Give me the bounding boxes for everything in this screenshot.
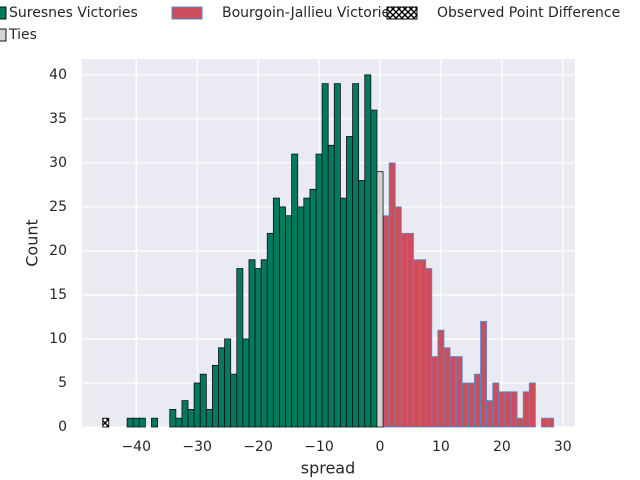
bar [102,417,110,428]
x-tick-label: 0 [376,439,385,455]
y-axis-label: Count [23,219,42,267]
bar [364,74,372,428]
x-tick-label: −30 [182,439,212,455]
bar [352,83,360,428]
bar [474,373,481,428]
x-axis-label: spread [301,459,356,478]
bar [455,356,463,428]
x-tick-label: 30 [554,439,572,455]
bar [242,338,250,428]
bar [132,417,140,428]
bar [358,180,366,428]
bar [443,347,451,428]
bar [291,153,299,428]
bar [218,347,225,428]
y-tick-label: 25 [49,199,67,215]
bar [522,391,530,428]
bar [376,171,384,428]
bar [212,364,219,428]
x-tick-label: 10 [432,439,450,455]
bar [407,232,414,428]
y-tick-label: 20 [49,243,67,259]
x-tick-label: −10 [304,439,334,455]
bar [236,268,244,428]
bar [181,400,189,428]
legend-swatch [0,6,7,20]
bar [199,373,207,428]
bar [437,329,445,428]
y-tick-label: 30 [49,155,67,171]
bar [431,356,439,428]
bar [224,338,232,428]
bar [333,83,341,428]
bar [541,417,548,428]
bar [486,400,494,428]
legend-label: Ties [8,27,37,43]
bar [370,109,378,428]
bar [254,268,262,428]
bar [205,408,213,428]
bar [321,83,329,428]
bar [230,373,238,428]
legend-swatch [0,28,7,42]
x-tick-label: −20 [243,439,273,455]
bar [126,417,134,428]
bar [461,382,469,428]
x-tick-label: 20 [493,439,511,455]
bar [260,259,268,428]
legend-swatch [386,6,418,20]
bar [346,136,353,428]
legend-label: Suresnes Victories [9,5,138,21]
legend-label: Observed Point Difference [437,5,620,21]
bar [528,382,536,428]
legend-swatch [171,6,203,20]
bar [193,382,201,428]
bar [480,320,488,428]
bar [327,144,335,428]
bar [504,391,512,428]
x-tick-label: −40 [121,439,151,455]
bar [394,206,402,428]
bar [279,206,286,428]
bar [382,215,390,428]
bar [309,188,317,428]
bar [516,417,524,428]
bar [400,232,408,428]
y-tick-label: 5 [58,375,67,391]
bar [285,215,293,428]
bar [175,417,183,428]
bar [413,259,421,428]
bar [388,162,396,428]
bar [187,408,195,428]
bar [138,417,146,428]
bar [547,417,555,428]
bar [169,408,177,428]
bar [315,153,323,428]
bar [248,259,256,428]
bar [151,417,158,428]
y-tick-label: 35 [49,111,67,127]
bar [467,382,475,428]
y-tick-label: 40 [49,67,67,83]
bar [339,197,347,428]
legend-label: Bourgoin-Jallieu Victories [222,5,397,21]
y-tick-label: 10 [49,331,67,347]
bar [492,382,500,428]
bar [266,232,274,428]
y-tick-label: 15 [49,287,67,303]
bar [449,356,457,428]
bar [419,259,427,428]
bar [297,206,305,428]
bar [510,391,518,428]
bar [303,197,311,428]
bar [272,197,280,428]
y-tick-label: 0 [58,419,67,435]
bar [425,268,433,428]
bar [498,391,506,428]
